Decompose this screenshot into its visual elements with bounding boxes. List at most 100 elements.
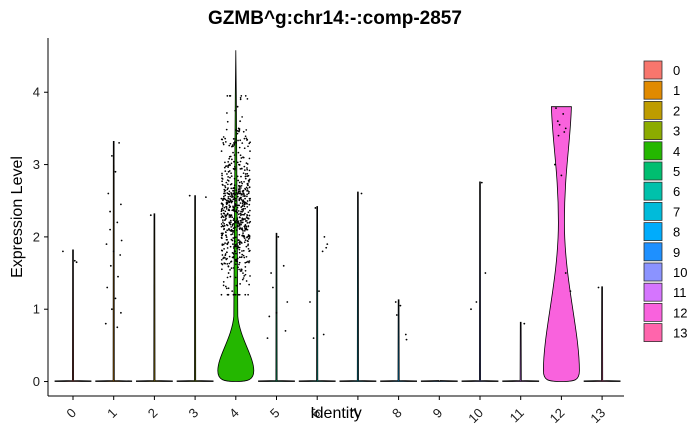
data-point	[220, 216, 223, 219]
data-point	[238, 251, 241, 254]
data-point	[246, 239, 249, 242]
data-point	[248, 190, 250, 193]
data-point	[322, 333, 325, 336]
data-point	[232, 237, 235, 239]
data-point	[242, 229, 244, 232]
data-point	[227, 166, 229, 169]
violin-group-10	[461, 181, 499, 382]
data-point	[225, 128, 228, 131]
data-point	[222, 136, 225, 138]
data-point	[230, 162, 233, 165]
x-tick-label: 8	[389, 405, 405, 421]
data-point	[243, 193, 245, 196]
data-point	[314, 207, 317, 209]
data-point	[228, 216, 231, 218]
data-point	[233, 236, 236, 239]
data-point	[224, 185, 226, 187]
x-tick-label: 13	[587, 405, 608, 426]
data-point	[222, 143, 225, 146]
data-point	[235, 141, 237, 144]
data-point	[233, 240, 236, 243]
violin-11	[502, 321, 540, 382]
data-point	[249, 275, 251, 277]
data-point	[226, 243, 229, 246]
data-point	[233, 165, 236, 168]
data-point	[234, 109, 236, 112]
data-point	[220, 223, 223, 225]
data-point	[245, 228, 248, 231]
data-point	[114, 297, 117, 300]
violin-7	[339, 191, 377, 382]
data-point	[224, 285, 227, 288]
data-point	[248, 157, 251, 160]
data-point	[228, 262, 231, 265]
data-point	[236, 130, 239, 132]
data-point	[227, 176, 229, 178]
data-point	[227, 287, 230, 290]
violin-10	[461, 181, 499, 382]
data-point	[242, 277, 245, 279]
data-point	[247, 192, 250, 195]
data-point	[240, 95, 243, 97]
data-point	[242, 249, 245, 252]
violin-group-3	[176, 194, 214, 382]
data-point	[405, 338, 408, 341]
data-point	[227, 200, 230, 202]
data-point	[230, 260, 233, 263]
data-point	[229, 195, 232, 198]
data-point	[248, 169, 251, 172]
data-point	[243, 213, 245, 216]
data-point	[245, 202, 248, 205]
data-point	[149, 214, 152, 217]
data-point	[220, 258, 223, 261]
data-point	[231, 216, 234, 219]
data-point	[243, 165, 246, 168]
legend-label-12: 12	[673, 305, 687, 320]
data-point	[318, 290, 320, 293]
data-point	[247, 145, 249, 148]
data-point	[220, 225, 223, 228]
data-point	[233, 207, 236, 209]
data-point	[231, 252, 234, 254]
data-point	[223, 192, 225, 195]
data-point	[236, 247, 239, 250]
data-point	[240, 181, 243, 183]
x-tick-label: 3	[185, 405, 201, 421]
data-point	[233, 154, 236, 156]
violin-13	[583, 286, 621, 382]
data-point	[243, 241, 246, 244]
data-point	[238, 239, 240, 241]
data-point	[245, 162, 248, 164]
data-point	[243, 237, 246, 240]
data-point	[248, 260, 251, 262]
violin-group-8	[380, 299, 417, 382]
data-point	[229, 223, 232, 226]
data-point	[224, 253, 227, 255]
data-point	[266, 337, 269, 340]
data-point	[248, 178, 251, 181]
data-point	[73, 259, 76, 262]
data-point	[325, 246, 328, 249]
legend-key-7	[643, 201, 663, 221]
data-point	[234, 293, 237, 296]
data-point	[233, 217, 235, 220]
data-point	[238, 256, 241, 259]
data-point	[232, 208, 235, 211]
data-point	[239, 282, 242, 285]
data-point	[223, 166, 226, 169]
violin-group-2	[136, 213, 173, 382]
data-point	[284, 330, 287, 332]
data-point	[235, 252, 237, 255]
data-point	[241, 278, 244, 281]
data-point	[233, 184, 236, 187]
data-point	[239, 96, 242, 99]
data-point	[232, 255, 235, 258]
data-point	[226, 199, 228, 202]
violin-group-9	[420, 380, 458, 382]
data-point	[228, 95, 231, 97]
data-point	[230, 233, 232, 236]
data-point	[234, 276, 237, 279]
data-point	[222, 142, 225, 144]
data-point	[238, 163, 240, 166]
